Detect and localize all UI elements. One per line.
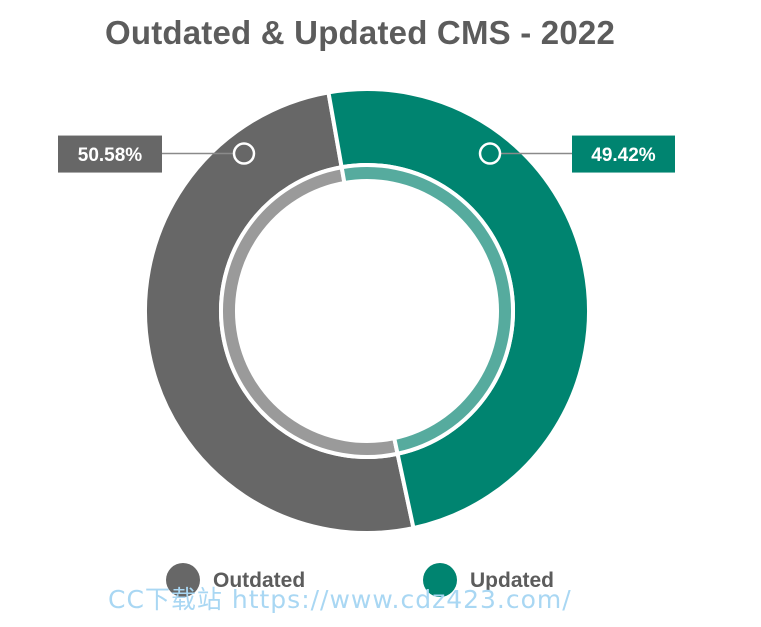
callout-dot-outdated — [232, 142, 256, 165]
legend-label-updated: Updated — [470, 569, 554, 592]
callout-box-outdated — [58, 135, 162, 173]
legend-swatch-outdated — [166, 563, 200, 597]
legend-label-outdated: Outdated — [213, 569, 305, 592]
data-label-outdated: 50.58% — [78, 145, 143, 166]
watermark: CC下载站 https://www.cdz423.com/ — [108, 585, 572, 614]
chart-title: Outdated & Updated CMS - 2022 — [104, 14, 616, 51]
inner-ring-updated — [339, 163, 516, 457]
callout-box-updated — [572, 135, 675, 173]
legend-swatch-updated — [423, 563, 457, 597]
data-label-updated: 49.42% — [591, 145, 656, 166]
callout-dot-updated — [478, 142, 502, 165]
